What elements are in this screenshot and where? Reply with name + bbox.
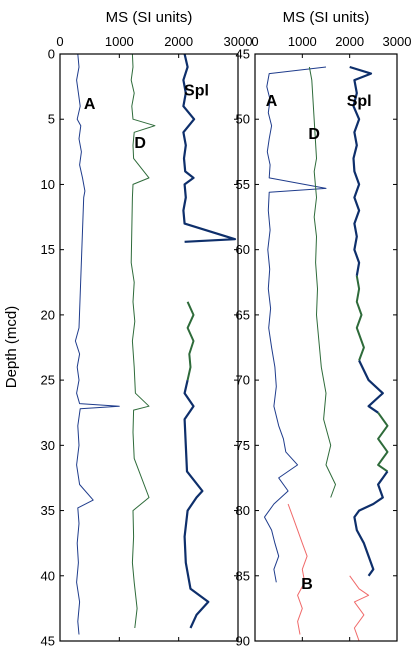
series-label-a: A: [84, 96, 96, 113]
y-tick-label: 80: [236, 503, 250, 518]
y-tick-label: 85: [236, 568, 250, 583]
panel-left: MS (SI units) 0 1000 2000 3000 0 5 10 15 20 25 30…: [41, 9, 253, 649]
x-tick-label: 2000: [164, 34, 193, 49]
y-tick-label: 20: [41, 307, 55, 322]
x-tick-label: 0: [251, 34, 258, 49]
x-ticks-left: 0 1000 2000 3000: [56, 34, 252, 641]
series-splice-line: [183, 379, 210, 629]
series-splice-line: [377, 412, 389, 473]
y-tick-label: 75: [236, 438, 250, 453]
plot-frame-left: [59, 53, 239, 642]
y-tick-label: 0: [48, 47, 55, 62]
x-tick-label: 1000: [288, 34, 317, 49]
series-splice-line: [358, 360, 384, 414]
series-label-a: A: [266, 93, 278, 110]
y-tick-label: 65: [236, 307, 250, 322]
series-splice-line: [353, 470, 389, 577]
y-tick-label: 60: [236, 242, 250, 257]
y-tick-label: 40: [41, 568, 55, 583]
series-label-d: D: [308, 126, 320, 143]
x-tick-label: 2000: [335, 34, 364, 49]
y-ticks-left: 0 5 10 15 20 25 30 35 40 45: [41, 47, 238, 649]
y-tick-label: 55: [236, 177, 250, 192]
y-axis-title: Depth (mcd): [3, 306, 20, 389]
curves-left: A D Spl: [74, 53, 237, 635]
y-tick-label: 45: [41, 634, 55, 649]
y-tick-label: 25: [41, 373, 55, 388]
series-d-line: [130, 53, 156, 629]
y-tick-label: 35: [41, 503, 55, 518]
y-tick-label: 30: [41, 438, 55, 453]
plot-frame-right: [254, 53, 398, 642]
x-ticks-right: 0 1000 2000 3000: [251, 34, 411, 641]
series-b-line: [287, 503, 308, 635]
series-label-spl: Spl: [184, 83, 209, 100]
series-spl-line: [182, 53, 237, 243]
series-a-line: [264, 66, 327, 583]
y-tick-label: 10: [41, 177, 55, 192]
x-axis-title-right: MS (SI units): [283, 9, 370, 26]
y-tick-label: 45: [236, 47, 250, 62]
series-label-b: B: [301, 576, 313, 593]
x-tick-label: 3000: [383, 34, 412, 49]
x-axis-title-left: MS (SI units): [106, 9, 193, 26]
y-tick-label: 50: [236, 112, 250, 127]
y-tick-label: 15: [41, 242, 55, 257]
series-splice-line: [355, 275, 365, 361]
curves-right: A D Spl B: [264, 65, 389, 642]
series-splice-line: [349, 575, 370, 642]
series-a-line: [74, 53, 120, 635]
x-tick-label: 0: [56, 34, 63, 49]
x-tick-label: 3000: [224, 34, 253, 49]
y-ticks-right: 45 50 55 60 65 70 75 80 85 90: [236, 47, 397, 649]
series-d-line: [308, 66, 336, 498]
x-tick-label: 1000: [105, 34, 134, 49]
y-tick-label: 5: [48, 112, 55, 127]
series-splice-line: [186, 301, 195, 381]
panel-right: MS (SI units) 0 1000 2000 3000 45 50 55 60 65 70…: [236, 9, 412, 649]
series-label-spl: Spl: [347, 93, 372, 110]
y-tick-label: 70: [236, 373, 250, 388]
y-tick-label: 90: [236, 634, 250, 649]
series-label-d: D: [134, 135, 146, 152]
series-spl-line: [349, 65, 373, 276]
